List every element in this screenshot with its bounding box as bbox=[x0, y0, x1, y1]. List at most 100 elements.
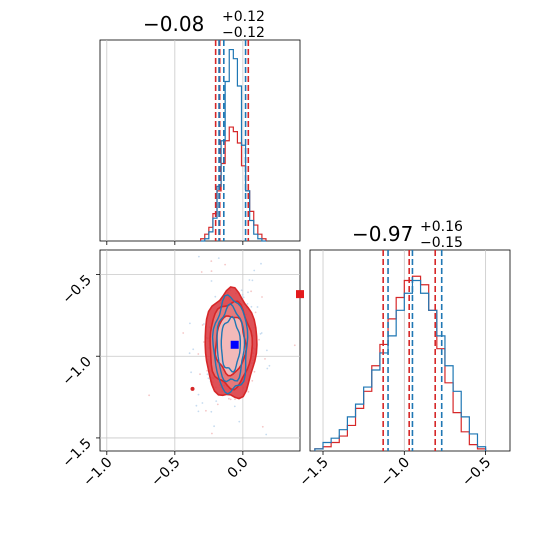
scatter-sample-point bbox=[246, 303, 249, 305]
hist-p2-content bbox=[314, 250, 487, 451]
scatter-sample-point bbox=[265, 433, 268, 436]
scatter-panel: −1.0 −0.5 0.0 −1.5−1.0−0.5 bbox=[59, 249, 304, 490]
hist-p1-blue-series bbox=[200, 48, 266, 242]
scatter-sample-point bbox=[207, 377, 210, 380]
scatter-y-tick-label: −0.5 bbox=[59, 272, 94, 307]
scatter-sample-point bbox=[261, 425, 264, 428]
scatter-grid bbox=[100, 250, 300, 451]
scatter-sample-point bbox=[190, 371, 193, 374]
title-p2: −0.97 +0.16 −0.15 bbox=[352, 219, 463, 251]
scatter-sample-point bbox=[217, 257, 220, 259]
scatter-sample-point bbox=[293, 344, 296, 347]
hist-p1-grid bbox=[106, 40, 244, 245]
scatter-sample-point bbox=[214, 295, 217, 298]
title-p2-value: −0.97 bbox=[352, 222, 413, 246]
scatter-red-outlier bbox=[190, 386, 195, 391]
scatter-x-axis: −1.0 −0.5 0.0 bbox=[80, 451, 252, 490]
hist-p1-frame bbox=[99, 39, 301, 242]
hist-p1-content bbox=[200, 40, 267, 242]
scatter-sample-point bbox=[195, 404, 198, 407]
title-p1: −0.08 +0.12 −0.12 bbox=[143, 9, 265, 41]
scatter-sample-point bbox=[216, 403, 219, 406]
scatter-sample-point bbox=[203, 323, 205, 325]
scatter-frame bbox=[99, 249, 301, 452]
scatter-blue-contour bbox=[220, 315, 241, 373]
scatter-sample-point bbox=[264, 358, 266, 360]
hist-p2-x-tick-label: −1.0 bbox=[378, 455, 413, 490]
scatter-sample-point bbox=[224, 263, 227, 266]
title-p1-plus: +0.12 bbox=[222, 9, 265, 25]
scatter-sample-point bbox=[266, 367, 269, 370]
hist-p2-red-series bbox=[314, 275, 487, 451]
scatter-sample-point bbox=[210, 410, 213, 413]
scatter-sample-point bbox=[211, 432, 213, 435]
scatter-y-tick-label: −1.5 bbox=[59, 435, 94, 470]
hist-p2-x-tick-label: −0.5 bbox=[459, 455, 494, 490]
scatter-sample-point bbox=[268, 364, 271, 367]
scatter-blue-contour bbox=[216, 302, 246, 383]
scatter-sample-point bbox=[251, 379, 254, 382]
hist-p2-frame bbox=[309, 249, 511, 452]
scatter-sample-point bbox=[254, 311, 257, 314]
scatter-x-tick-label: −0.5 bbox=[148, 455, 183, 490]
hist-p2-x-tick-label: −1.5 bbox=[296, 455, 331, 490]
scatter-sample-point bbox=[260, 332, 263, 334]
scatter-sample-point bbox=[242, 296, 245, 299]
scatter-sample-point bbox=[201, 324, 204, 326]
scatter-sample-point bbox=[256, 306, 259, 308]
scatter-sample-point bbox=[229, 398, 232, 401]
scatter-sample-point bbox=[238, 420, 241, 423]
hist-p1-red-series bbox=[200, 126, 267, 241]
scatter-sample-point bbox=[248, 279, 251, 281]
scatter-sample-point bbox=[210, 280, 213, 282]
scatter-red-marker bbox=[296, 290, 304, 299]
scatter-sample-point bbox=[197, 353, 200, 355]
hist-panel-p2: −1.5 −1.0 −0.5 −0.97 +0.16 −0.15 bbox=[296, 219, 511, 490]
scatter-sample-point bbox=[200, 271, 203, 273]
scatter-sample-point bbox=[198, 255, 200, 258]
scatter-sample-point bbox=[201, 402, 204, 404]
scatter-sample-point bbox=[251, 279, 254, 282]
scatter-sample-point bbox=[258, 338, 260, 341]
hist-panel-p1: −0.08 +0.12 −0.12 bbox=[99, 9, 301, 245]
title-p2-minus: −0.15 bbox=[420, 235, 463, 251]
scatter-sample-point bbox=[234, 398, 236, 401]
scatter-sample-point bbox=[203, 341, 205, 343]
hist-p2-x-axis: −1.5 −1.0 −0.5 bbox=[296, 451, 494, 490]
scatter-sample-point bbox=[215, 400, 218, 402]
scatter-content bbox=[148, 255, 304, 436]
scatter-sample-point bbox=[148, 394, 151, 397]
title-p1-minus: −0.12 bbox=[222, 25, 265, 41]
scatter-sample-point bbox=[253, 269, 256, 272]
scatter-sample-point bbox=[213, 425, 216, 428]
scatter-blue-marker bbox=[230, 340, 239, 349]
scatter-sample-point bbox=[188, 352, 191, 355]
scatter-sample-point bbox=[241, 293, 244, 296]
scatter-blue-contour bbox=[211, 294, 249, 395]
scatter-sample-point bbox=[205, 409, 207, 412]
scatter-sample-point bbox=[250, 305, 253, 308]
scatter-sample-point bbox=[247, 291, 249, 294]
title-p2-plus: +0.16 bbox=[420, 219, 463, 235]
scatter-sample-point bbox=[250, 290, 253, 293]
scatter-sample-point bbox=[206, 369, 209, 372]
scatter-sample-point bbox=[266, 349, 268, 352]
scatter-sample-point bbox=[261, 296, 263, 298]
scatter-x-tick-label: −1.0 bbox=[80, 455, 115, 490]
scatter-sample-point bbox=[189, 322, 191, 325]
scatter-sample-point bbox=[192, 348, 195, 351]
scatter-sample-point bbox=[210, 270, 213, 272]
scatter-sample-point bbox=[260, 262, 262, 265]
scatter-sample-point bbox=[197, 393, 200, 396]
scatter-y-tick-label: −1.0 bbox=[59, 354, 94, 389]
scatter-sample-point bbox=[247, 390, 250, 393]
scatter-sample-point bbox=[182, 332, 185, 334]
scatter-sample-point bbox=[197, 410, 200, 413]
title-p1-value: −0.08 bbox=[143, 12, 204, 36]
scatter-sample-point bbox=[240, 289, 243, 292]
scatter-y-axis: −1.5 −1.0 −0.5 bbox=[59, 272, 100, 471]
hist-p2-blue-series bbox=[314, 279, 487, 451]
scatter-sample-point bbox=[199, 373, 201, 376]
scatter-sample-point bbox=[253, 370, 256, 373]
